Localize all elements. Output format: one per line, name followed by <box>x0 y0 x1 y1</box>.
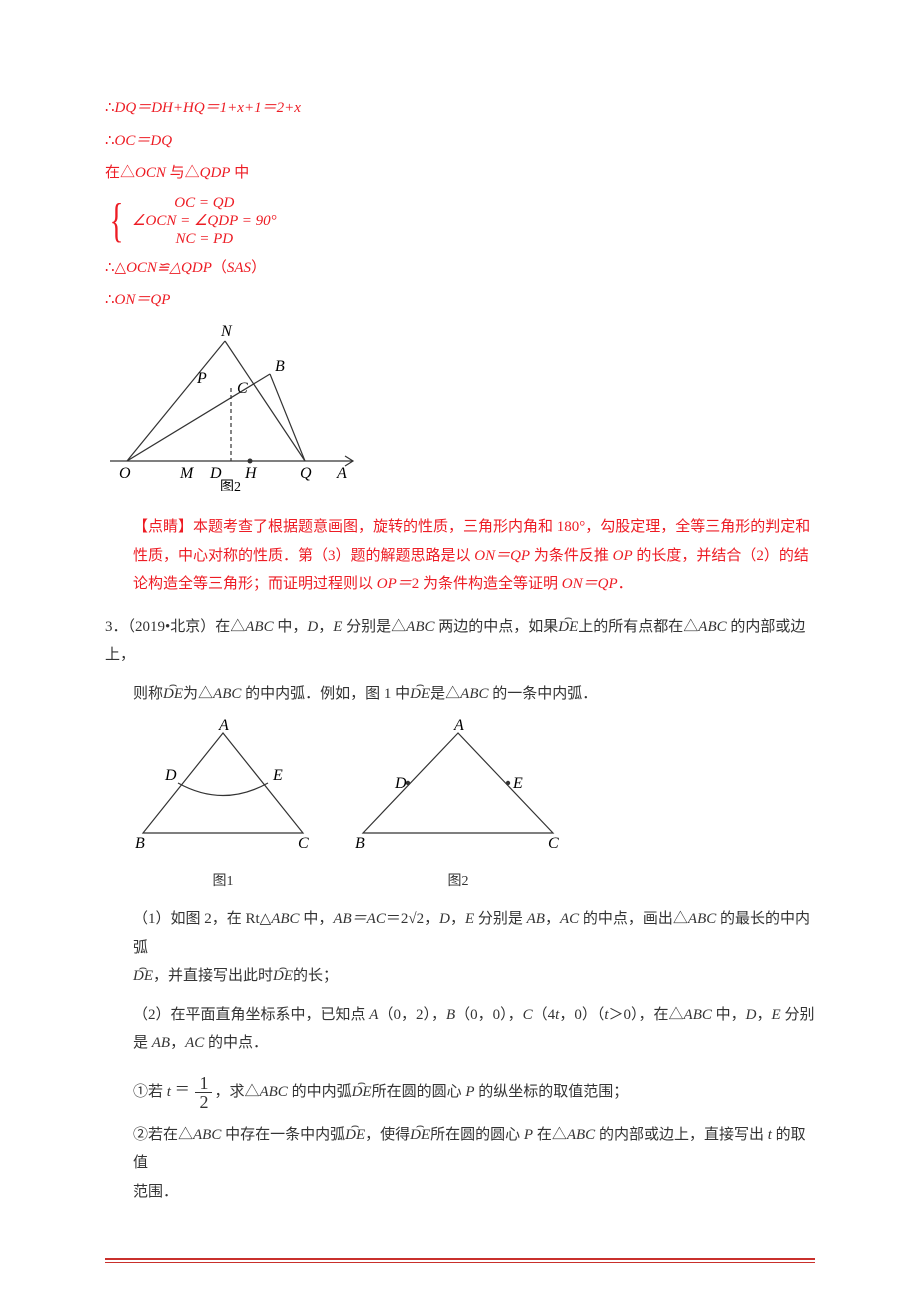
line-congruent: ∴△OCN≌△QDP（SAS） <box>105 254 815 283</box>
q3-sub1: ①若 t ＝ 1 2 ，求△ABC 的中内弧DE所在圆的圆心 P 的纵坐标的取值… <box>133 1074 815 1111</box>
svg-text:A: A <box>453 718 464 734</box>
svg-text:N: N <box>220 323 233 340</box>
svg-text:E: E <box>272 767 283 784</box>
q3-line1: 3．（2019•北京）在△ABC 中，D，E 分别是△ABC 两边的中点，如果D… <box>105 613 815 670</box>
svg-text:A: A <box>218 718 229 734</box>
svg-text:B: B <box>135 835 145 852</box>
svg-text:M: M <box>179 465 195 482</box>
line-triangles: 在△OCN 与△QDP 中 <box>105 159 815 188</box>
q3-line2: 则称DE为△ABC 的中内弧．例如，图 1 中DE是△ABC 的一条中内弧． <box>133 680 815 709</box>
svg-text:D: D <box>164 767 177 784</box>
q3-figures: A D E B C 图1 A D E B C 图2 <box>133 718 815 895</box>
q3-part2: （2）在平面直角坐标系中，已知点 A（0，2），B（0，0），C（4t，0）（t… <box>133 1001 815 1058</box>
svg-text:D: D <box>394 775 407 792</box>
line-on-qp: ∴ON＝QP <box>105 286 815 315</box>
svg-text:A: A <box>336 465 347 482</box>
svg-text:Q: Q <box>300 465 312 482</box>
svg-text:O: O <box>119 465 131 482</box>
svg-text:B: B <box>275 358 285 375</box>
svg-text:P: P <box>196 370 207 387</box>
line-dq: ∴DQ＝DH+HQ＝1+x+1＝2+x <box>105 94 815 123</box>
footer-rule <box>105 1258 815 1262</box>
svg-text:B: B <box>355 835 365 852</box>
svg-text:E: E <box>512 775 523 792</box>
svg-text:图2: 图2 <box>220 480 241 491</box>
q3-part1: （1）如图 2，在 Rt△ABC 中，AB＝AC＝2√2，D，E 分别是 AB，… <box>133 905 815 991</box>
svg-text:C: C <box>237 380 248 397</box>
svg-text:C: C <box>548 835 559 852</box>
diagram-2: N B P C O M D H Q A 图2 <box>105 321 815 502</box>
svg-text:H: H <box>244 465 258 482</box>
equation-system: { OC = QD ∠OCN = ∠QDP = 90° NC = PD <box>105 194 815 248</box>
comment-block: 【点睛】本题考查了根据题意画图，旋转的性质，三角形内角和 180°，勾股定理，全… <box>133 513 815 599</box>
figure-1: A D E B C 图1 <box>133 718 313 895</box>
line-oc: ∴OC＝DQ <box>105 127 815 156</box>
figure-2: A D E B C 图2 <box>353 718 563 895</box>
q3-sub2: ②若在△ABC 中存在一条中内弧DE，使得DE所在圆的圆心 P 在△ABC 的内… <box>133 1121 815 1207</box>
svg-text:C: C <box>298 835 309 852</box>
